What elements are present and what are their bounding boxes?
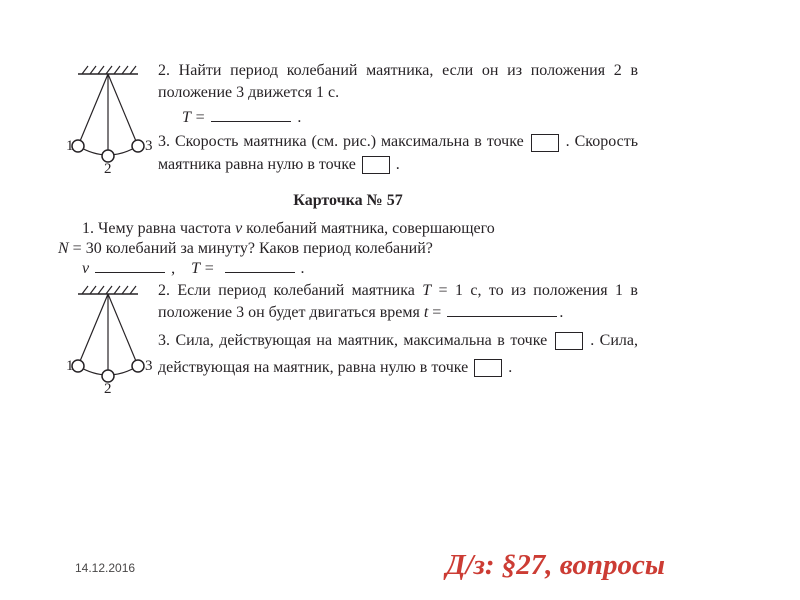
mq2c: = — [428, 304, 445, 321]
q3c: . — [392, 156, 400, 173]
svg-text:3: 3 — [145, 358, 153, 374]
q1-answers: ν , T = . — [58, 260, 638, 278]
mq2T: T — [422, 282, 431, 299]
q1b: колебаний маятника, совершающего — [242, 220, 495, 237]
svg-text:2: 2 — [104, 161, 112, 175]
bottom-text: 2. Если период колебаний маятника T = 1 … — [158, 280, 638, 383]
pendulum-svg-bottom: 1 2 3 — [58, 280, 158, 395]
blank-T-mid — [225, 272, 295, 273]
mq3a: 3. Сила, действующая на маятник, максима… — [158, 332, 553, 349]
answer-box-speed-max — [531, 134, 559, 152]
q3a: 3. Скорость маятника (см. рис.) максимал… — [158, 133, 529, 150]
mid-q3: 3. Сила, действующая на маятник, максима… — [158, 327, 638, 381]
mq2a: 2. Если период колебаний маятника — [158, 282, 422, 299]
homework-text: Д/з: §27, вопросы — [446, 549, 665, 582]
q1-cont: N = 30 колебаний за минуту? Каков период… — [58, 240, 638, 258]
q3-text: 3. Скорость маятника (см. рис.) максимал… — [158, 131, 638, 176]
T-label: T = — [191, 260, 214, 277]
blank-nu — [95, 272, 165, 273]
answer-box-speed-zero — [362, 156, 390, 174]
svg-text:1: 1 — [66, 358, 74, 374]
mq3c: . — [504, 359, 512, 376]
dot1: . — [297, 260, 305, 277]
card-title: Карточка № 57 — [58, 192, 638, 210]
pendulum-svg-top: 1 2 3 — [58, 60, 158, 175]
svg-text:1: 1 — [66, 138, 74, 154]
svg-text:2: 2 — [104, 381, 112, 395]
q1a: 1. Чему равна частота — [82, 220, 235, 237]
q2-dot: . — [293, 109, 301, 126]
q2-text: 2. Найти период колебаний маятника, если… — [158, 60, 638, 105]
mid-q2: 2. Если период колебаний маятника T = 1 … — [158, 280, 638, 325]
top-block: 1 2 3 2. Найти период колебаний маятника… — [58, 60, 638, 178]
worksheet-page: 1 2 3 2. Найти период колебаний маятника… — [58, 60, 638, 395]
pendulum-figure-top: 1 2 3 — [58, 60, 158, 175]
q2-formula: T = . — [158, 107, 638, 129]
top-text: 2. Найти период колебаний маятника, если… — [158, 60, 638, 178]
footer-date: 14.12.2016 — [75, 561, 135, 575]
q1-N: N — [58, 240, 69, 257]
answer-box-force-zero — [474, 359, 502, 377]
mq2d: . — [559, 304, 563, 321]
q2-T-eq: T = — [182, 109, 205, 126]
svg-text:3: 3 — [145, 138, 153, 154]
bottom-block: 1 2 3 2. Если период колебаний маятника … — [58, 280, 638, 395]
answer-box-force-max — [555, 332, 583, 350]
blank-T-top — [211, 121, 291, 122]
comma: , — [167, 260, 175, 277]
blank-t — [447, 316, 557, 317]
pendulum-figure-bottom: 1 2 3 — [58, 280, 158, 395]
nu-label: ν — [82, 260, 89, 277]
q1-text: 1. Чему равна частота ν колебаний маятни… — [58, 220, 638, 238]
q1c: = 30 колебаний за минуту? Каков период к… — [69, 240, 433, 257]
